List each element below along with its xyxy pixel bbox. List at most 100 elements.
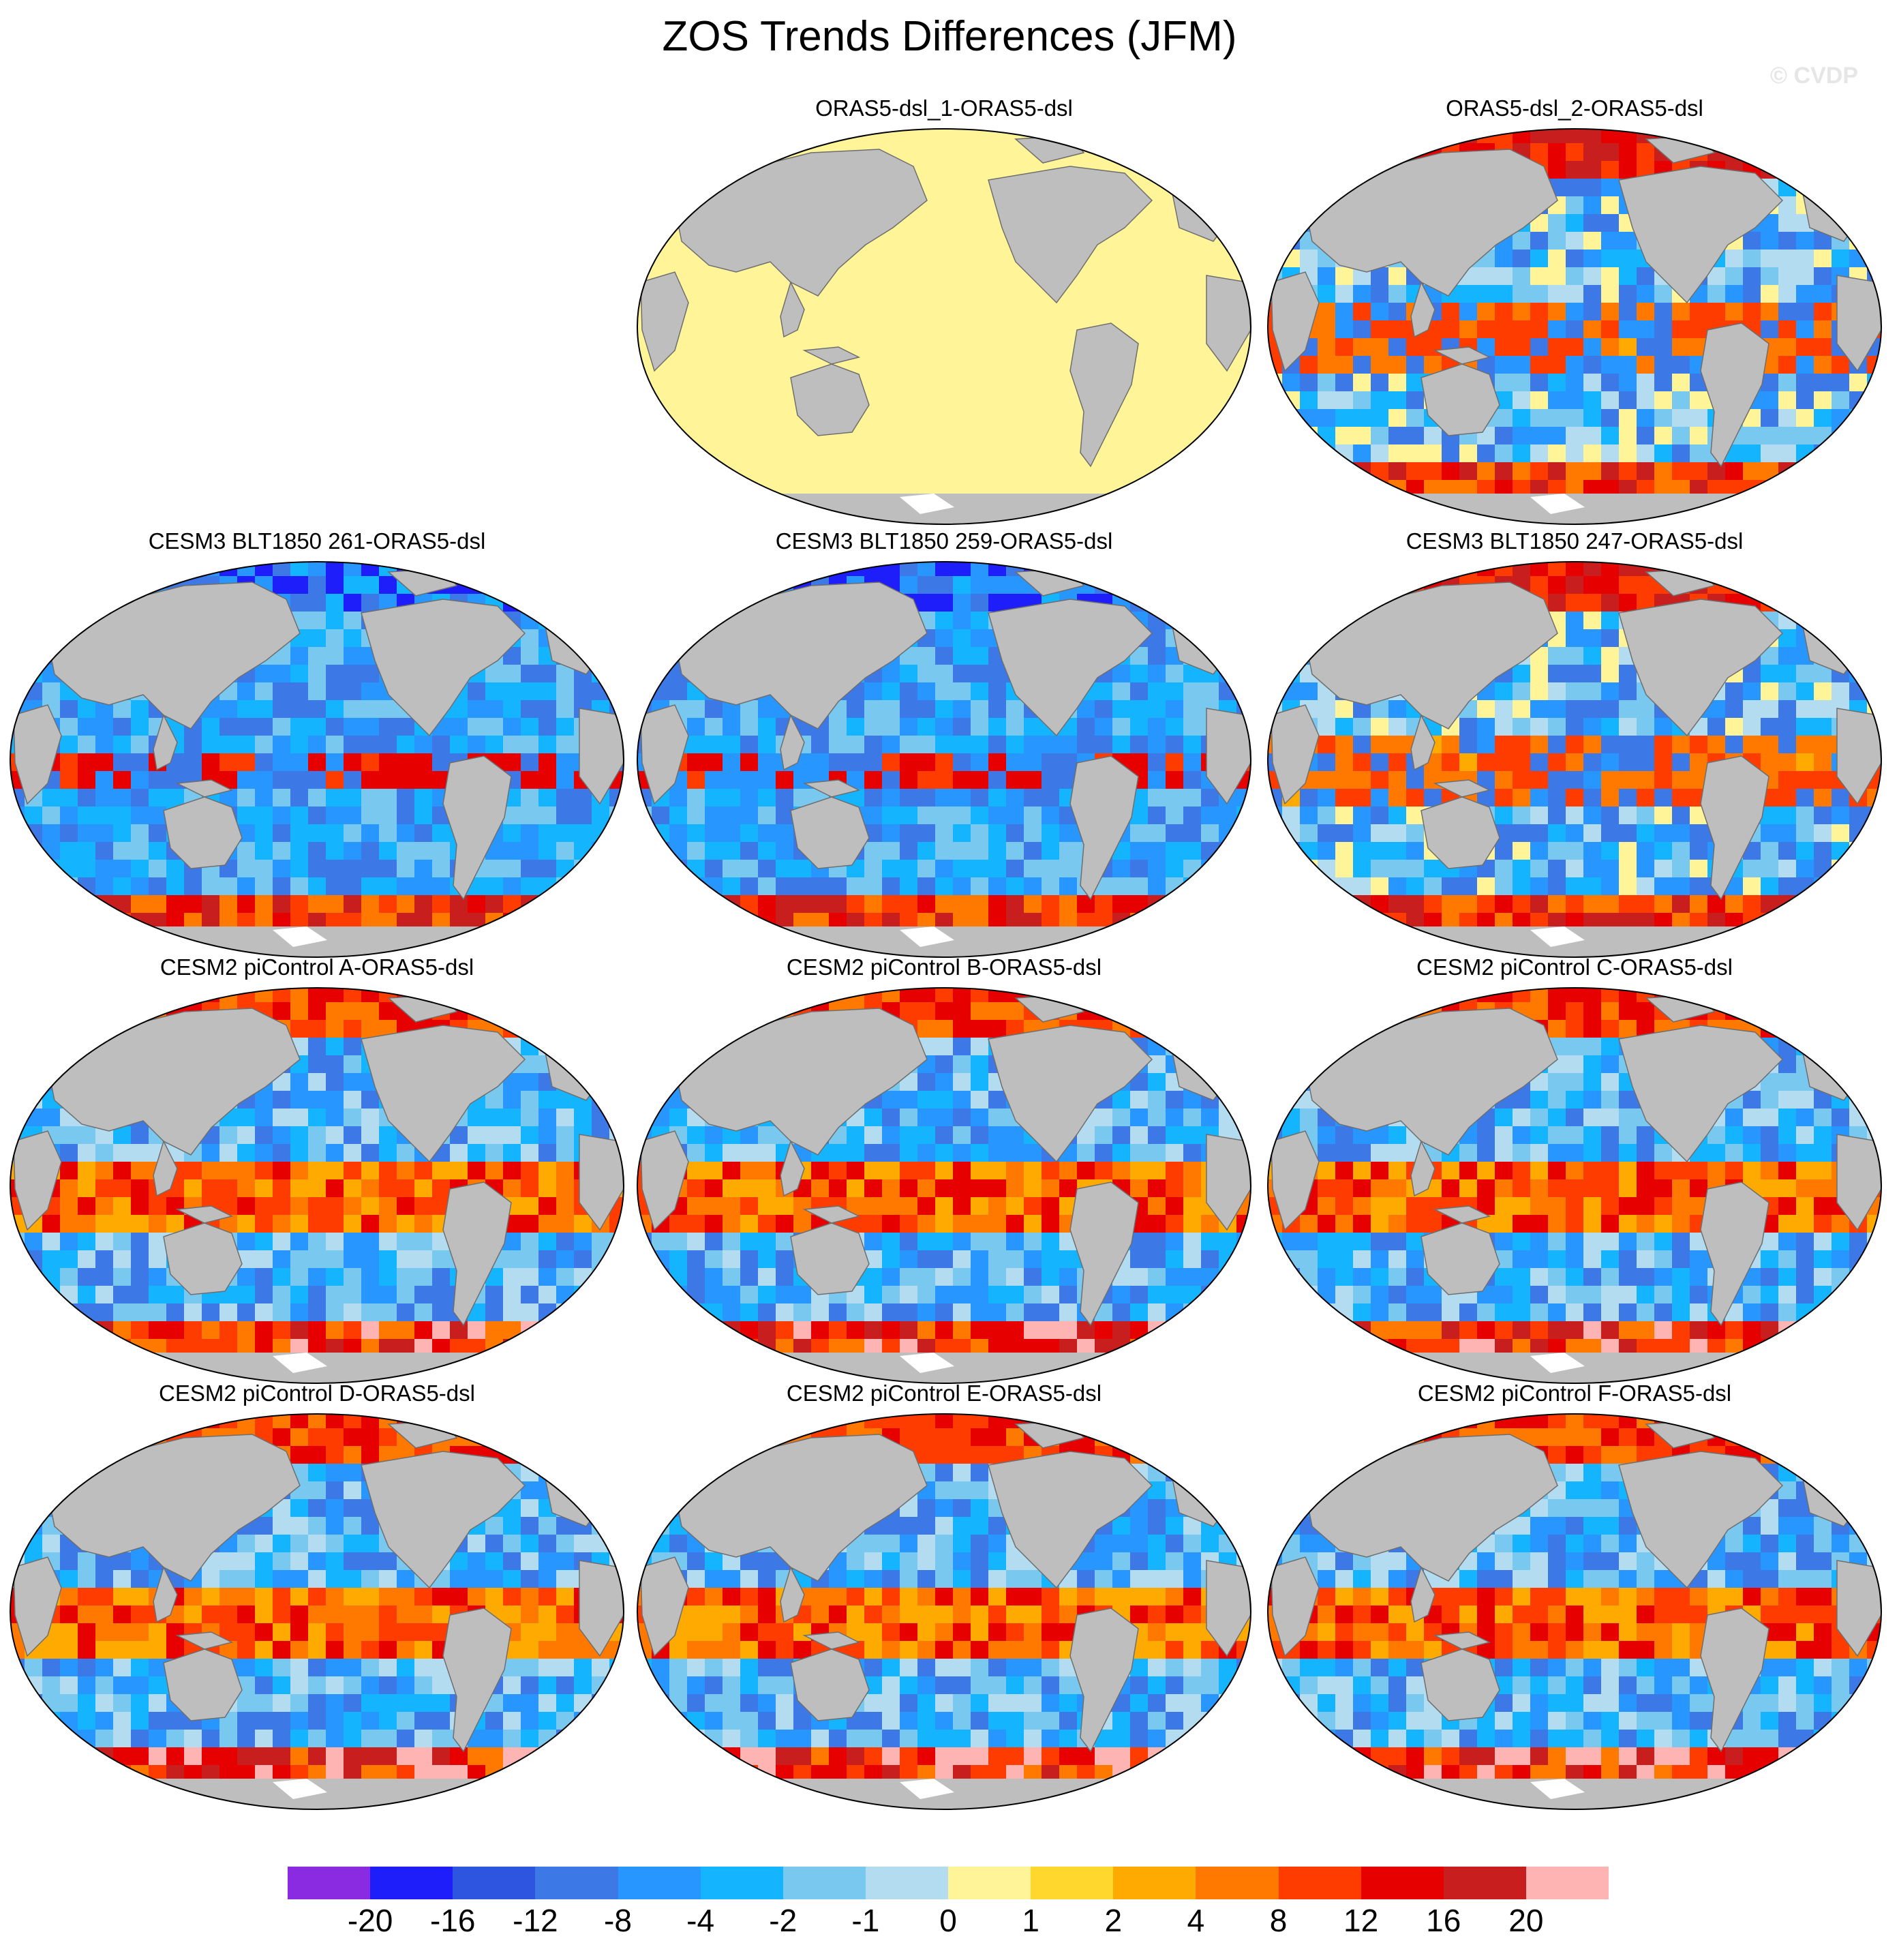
land-mass (442, 755, 512, 901)
world-map (10, 1413, 624, 1810)
panel-title: CESM2 piControl B-ORAS5-dsl (786, 954, 1102, 980)
world-map (637, 987, 1251, 1384)
land-mass (1433, 1205, 1491, 1224)
land-mass (442, 1608, 512, 1753)
land-mass (163, 796, 243, 869)
land-mass (780, 1565, 805, 1623)
land-mass (780, 1139, 805, 1197)
colorbar-tick-label: 16 (1426, 1903, 1461, 1938)
land-mass (1410, 1565, 1435, 1623)
world-map (637, 128, 1251, 525)
map-border (1267, 1413, 1882, 1810)
land-mass (640, 271, 689, 372)
colorbar-swatch (288, 1867, 371, 1899)
land-mass (13, 1556, 62, 1657)
land-mass (1421, 1648, 1500, 1721)
land-mass (1421, 363, 1500, 436)
land-mass (1421, 1222, 1500, 1295)
map-panel: ORAS5-dsl_2-ORAS5-dsl (1264, 95, 1885, 532)
colorbar-swatch (948, 1867, 1031, 1899)
land-mass (1271, 1556, 1320, 1657)
land-mass (1618, 166, 1784, 304)
map-border (1267, 987, 1882, 1384)
land-mass (1305, 149, 1558, 297)
colorbar-tick-labels: -20 -16 -12 -8 -4 -2 -1 0 1 2 4 8 12 16 20 (0, 1902, 1899, 1950)
land-mass (674, 1434, 928, 1582)
land-mass (1700, 755, 1769, 901)
colorbar-swatch (1031, 1867, 1114, 1899)
panel-title: CESM2 piControl E-ORAS5-dsl (786, 1381, 1102, 1406)
panel-title: CESM2 piControl C-ORAS5-dsl (1416, 954, 1733, 980)
land-mass (153, 1565, 178, 1623)
land-mass (1421, 796, 1500, 869)
land-mass (988, 1451, 1153, 1589)
map-border (637, 1413, 1251, 1810)
figure-title: ZOS Trends Differences (JFM) (662, 13, 1237, 60)
land-mass (802, 1205, 861, 1224)
land-mass (640, 704, 689, 805)
map-panel: CESM3 BLT1850 259-ORAS5-dsl (634, 528, 1254, 965)
land-mass (1305, 1434, 1558, 1582)
map-panel: CESM2 piControl B-ORAS5-dsl (634, 954, 1254, 1391)
map-border (1267, 561, 1882, 958)
antarctic-ice-shelf (900, 494, 954, 514)
colorbar-tick-label: -16 (430, 1903, 476, 1938)
land-mass (175, 779, 234, 798)
colorbar-swatch (535, 1867, 618, 1899)
land-mass (163, 1222, 243, 1295)
panel-title: CESM2 piControl F-ORAS5-dsl (1417, 1381, 1732, 1406)
map-border (1267, 128, 1882, 525)
land-mass (1618, 599, 1784, 737)
antarctic-ice-shelf (273, 1779, 327, 1799)
land-mass (780, 713, 805, 771)
land-mass (1836, 708, 1881, 805)
land-mass (802, 779, 861, 798)
cvdp-watermark: © CVDP (1770, 63, 1858, 89)
land-mass (579, 708, 624, 805)
land-mass (1433, 779, 1491, 798)
colorbar-swatch (370, 1867, 453, 1899)
world-map (10, 561, 624, 958)
land-mass (790, 796, 870, 869)
colorbar-tick-label: 4 (1187, 1903, 1205, 1938)
land-mass (1700, 1181, 1769, 1327)
panel-title: ORAS5-dsl_2-ORAS5-dsl (1446, 95, 1703, 121)
colorbar-swatch (1196, 1867, 1279, 1899)
map-border (10, 561, 624, 958)
land-mass (988, 599, 1153, 737)
land-mass (1700, 322, 1769, 468)
land-mass (47, 1434, 301, 1582)
land-mass (802, 1631, 861, 1650)
land-mass (1700, 1608, 1769, 1753)
panel-title: ORAS5-dsl_1-ORAS5-dsl (815, 95, 1073, 121)
land-mass (790, 1648, 870, 1721)
land-mass (1410, 280, 1435, 338)
land-mass (1206, 708, 1251, 805)
land-mass (1206, 1134, 1251, 1231)
land-mass (47, 1008, 301, 1156)
world-map (1267, 561, 1882, 958)
colorbar (288, 1867, 1609, 1899)
land-mass (790, 363, 870, 436)
land-mass (1271, 704, 1320, 805)
land-mass (640, 1130, 689, 1231)
land-mass (1271, 271, 1320, 372)
colorbar-swatch (1525, 1867, 1609, 1899)
antarctic-ice-shelf (1530, 926, 1585, 947)
land-mass (47, 582, 301, 729)
land-mass (1433, 1631, 1491, 1650)
panel-title: CESM2 piControl D-ORAS5-dsl (159, 1381, 475, 1406)
panel-title: CESM3 BLT1850 261-ORAS5-dsl (148, 528, 486, 554)
land-mass (790, 1222, 870, 1295)
land-mass (674, 582, 928, 729)
map-border (10, 1413, 624, 1810)
antarctic-ice-shelf (1530, 1353, 1585, 1373)
map-panel: CESM2 piControl C-ORAS5-dsl (1264, 954, 1885, 1391)
map-border (10, 987, 624, 1384)
colorbar-tick-label: 2 (1104, 1903, 1123, 1938)
land-mass (1271, 1130, 1320, 1231)
colorbar-swatch (700, 1867, 783, 1899)
antarctic-ice-shelf (273, 1353, 327, 1373)
colorbar-swatch (1278, 1867, 1361, 1899)
land-mass (1069, 322, 1139, 468)
